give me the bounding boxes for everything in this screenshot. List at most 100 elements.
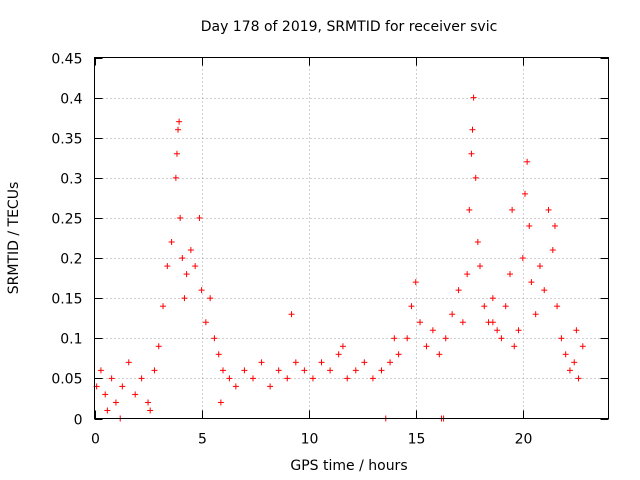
data-point: [151, 367, 158, 374]
data-point: [566, 367, 573, 374]
data-point: [292, 359, 299, 366]
data-point: [470, 94, 477, 101]
data-point: [284, 375, 291, 382]
data-point: [215, 351, 222, 358]
data-point: [211, 335, 218, 342]
data-point: [132, 391, 139, 398]
data-point: [541, 287, 548, 294]
y-tick-label: 0.25: [51, 212, 82, 228]
data-point: [145, 399, 152, 406]
data-point: [536, 263, 543, 270]
x-tick-label: 10: [301, 432, 319, 448]
data-point: [455, 287, 462, 294]
y-tick-label: 0.1: [60, 332, 82, 348]
data-point: [352, 367, 359, 374]
data-point: [267, 383, 274, 390]
data-point: [489, 295, 496, 302]
data-point: [168, 239, 175, 246]
data-point: [449, 311, 456, 318]
data-point: [442, 335, 449, 342]
data-point: [579, 343, 586, 350]
data-point: [481, 303, 488, 310]
data-point: [528, 279, 535, 286]
y-tick-label: 0.45: [51, 52, 82, 68]
data-point: [515, 327, 522, 334]
data-point: [108, 375, 115, 382]
data-point: [524, 158, 531, 165]
grid-layer: [94, 57, 609, 419]
data-point: [288, 311, 295, 318]
y-tick-label: 0.4: [60, 92, 82, 108]
data-point: [232, 383, 239, 390]
y-tick-label: 0.35: [51, 132, 82, 148]
data-point: [125, 359, 132, 366]
data-point: [181, 295, 188, 302]
chart-title: Day 178 of 2019, SRMTID for receiver svi…: [201, 19, 498, 35]
data-point: [423, 343, 430, 350]
y-axis-label: SRMTID / TECUs: [6, 182, 22, 295]
data-point: [474, 239, 481, 246]
data-point: [183, 271, 190, 278]
data-point: [301, 367, 308, 374]
data-point: [177, 214, 184, 221]
data-point: [361, 359, 368, 366]
data-point: [187, 247, 194, 254]
data-point: [119, 383, 126, 390]
data-point: [509, 206, 516, 213]
data-point: [387, 359, 394, 366]
data-point: [459, 319, 466, 326]
data-point: [258, 359, 265, 366]
data-point: [429, 327, 436, 334]
data-point: [275, 367, 282, 374]
data-point: [241, 367, 248, 374]
data-point: [549, 247, 556, 254]
data-point: [466, 206, 473, 213]
x-tick-label: 20: [515, 432, 533, 448]
data-point: [477, 263, 483, 270]
data-point: [472, 174, 479, 181]
data-point: [220, 367, 226, 374]
data-point: [532, 311, 539, 318]
data-point: [335, 351, 342, 358]
data-point: [464, 271, 471, 278]
data-point: [112, 399, 119, 406]
data-point: [554, 303, 561, 310]
data-point: [172, 174, 179, 181]
data-point: [571, 359, 578, 366]
data-point: [102, 391, 109, 398]
data-point: [155, 343, 162, 350]
data-point: [575, 375, 582, 382]
data-point: [202, 319, 209, 326]
data-point: [378, 367, 385, 374]
data-point: [521, 190, 528, 197]
data-point: [468, 150, 475, 157]
data-point: [494, 327, 501, 334]
data-point: [192, 263, 199, 270]
data-point: [573, 327, 580, 334]
data-point: [526, 222, 533, 229]
data-point: [104, 407, 111, 414]
data-point: [391, 335, 398, 342]
x-tick-label: 0: [91, 432, 100, 448]
y-tick-label: 0.15: [51, 292, 82, 308]
data-point: [436, 351, 443, 358]
y-tick-label: 0.3: [60, 172, 82, 188]
data-point: [562, 351, 569, 358]
data-point: [164, 263, 171, 270]
data-point: [506, 271, 513, 278]
data-point: [207, 295, 214, 302]
x-axis-label: GPS time / hours: [290, 458, 407, 474]
data-point: [408, 303, 415, 310]
y-tick-label: 0.2: [60, 252, 82, 268]
data-point: [417, 319, 424, 326]
data-point: [498, 335, 505, 342]
data-point: [318, 359, 325, 366]
data-point: [339, 343, 346, 350]
data-point: [179, 255, 186, 262]
data-point: [97, 367, 104, 374]
x-tick-label: 5: [198, 432, 207, 448]
data-point: [519, 255, 526, 262]
data-point: [404, 335, 411, 342]
data-point: [309, 375, 316, 382]
x-tick-label: 15: [408, 432, 426, 448]
